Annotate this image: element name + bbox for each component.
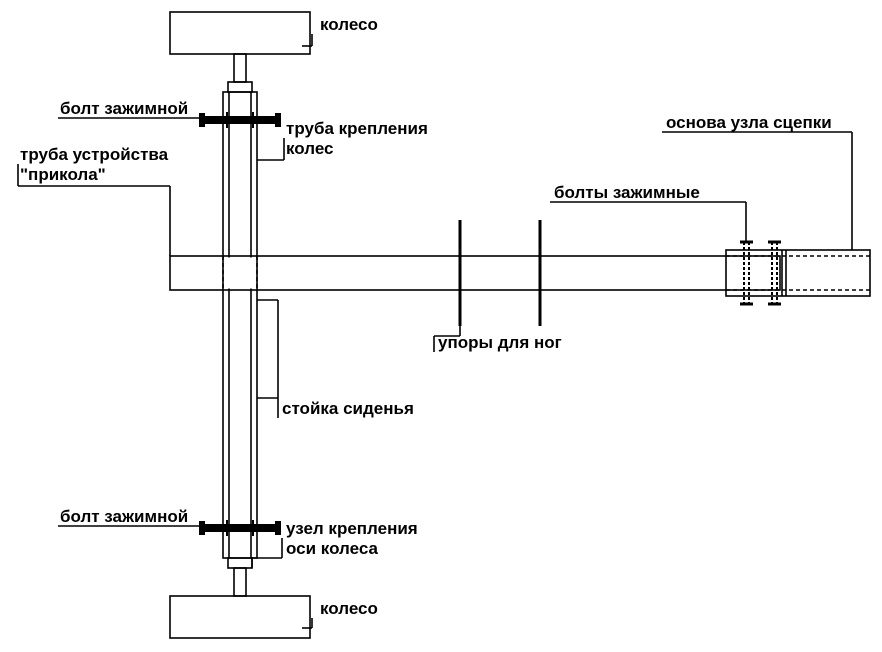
label-hitch-base: основа узла сцепки (666, 113, 832, 132)
label-wheel-mount-tube-2: колес (286, 139, 334, 158)
label-wheel-mount-tube-1: труба крепления (286, 119, 428, 138)
label-wheel-top: колесо (320, 15, 378, 34)
label-wheel-axle-1: узел крепления (286, 519, 418, 538)
label-clamp-bolt-bottom: болт зажимной (60, 507, 188, 526)
label-wheel-bottom: колесо (320, 599, 378, 618)
technical-diagram: колесо колесо болт зажимной болт зажимной тр… (0, 0, 882, 652)
label-wheel-axle-2: оси колеса (286, 539, 379, 558)
label-prikol-tube-1: труба устройства (20, 145, 169, 164)
label-clamp-bolt-top: болт зажимной (60, 99, 188, 118)
label-clamp-bolts: болты зажимные (554, 183, 700, 202)
label-prikol-tube-2: "прикола" (20, 165, 106, 184)
clamp-bolt-top (205, 116, 275, 124)
clamp-bolt-bottom (205, 524, 275, 532)
label-seat-post: стойка сиденья (282, 399, 414, 418)
